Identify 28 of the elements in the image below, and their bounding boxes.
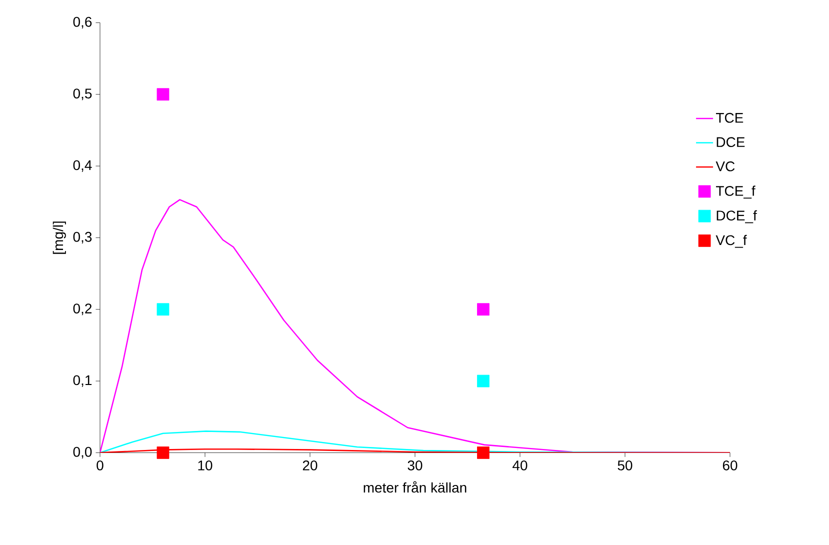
- x-tick-label: 40: [512, 460, 528, 470]
- y-tick-label: 0,5: [73, 88, 92, 100]
- legend-label: VC_f: [716, 234, 747, 248]
- point: [477, 374, 490, 388]
- y-tick-label: 0,1: [73, 375, 92, 387]
- x-tick-label: 10: [198, 460, 212, 470]
- y-tick-label: 0,2: [73, 304, 92, 316]
- legend-label: DCE: [716, 137, 745, 148]
- y-tick-label: 0,0: [73, 446, 92, 458]
- y-axis-title: [mg/l]: [52, 222, 66, 254]
- y-tick-label: 0,6: [73, 16, 92, 28]
- point: [477, 303, 490, 316]
- point: [156, 303, 170, 316]
- legend-label: VC: [716, 161, 735, 172]
- point: [156, 446, 170, 459]
- x-tick-label: 20: [302, 460, 318, 470]
- y-tick-label: 0,3: [73, 232, 92, 244]
- x-tick-label: 50: [618, 460, 632, 470]
- point: [156, 88, 170, 101]
- legend-label: TCE_f: [716, 186, 756, 199]
- x-axis-title: meter från källan: [364, 481, 466, 493]
- x-tick-label: 30: [408, 460, 422, 470]
- x-tick-label: 0: [96, 460, 104, 470]
- point: [477, 446, 490, 459]
- legend-label: TCE: [716, 112, 744, 123]
- x-tick-label: 60: [722, 460, 738, 470]
- y-tick-label: 0,4: [73, 160, 92, 172]
- legend-label: DCE_f: [716, 210, 757, 224]
